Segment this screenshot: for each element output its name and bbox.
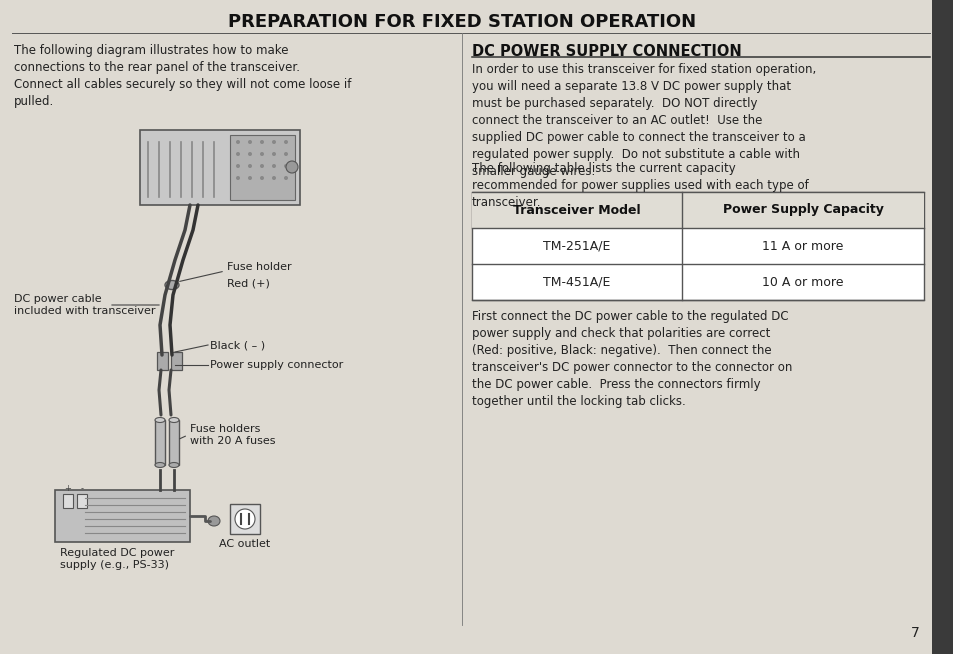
Text: Power supply connector: Power supply connector <box>210 360 343 370</box>
Text: Fuse holder: Fuse holder <box>227 262 292 272</box>
Text: Red (+): Red (+) <box>227 278 270 288</box>
Text: +: + <box>65 484 71 493</box>
Circle shape <box>260 164 264 168</box>
Circle shape <box>234 509 254 529</box>
Bar <box>169 420 179 465</box>
Bar <box>931 0 953 654</box>
Circle shape <box>272 176 275 180</box>
Bar <box>63 494 73 508</box>
Text: In order to use this transceiver for fixed station operation,
you will need a se: In order to use this transceiver for fix… <box>472 63 816 178</box>
Ellipse shape <box>208 516 220 526</box>
Text: TM-251A/E: TM-251A/E <box>543 239 610 252</box>
Bar <box>472 192 923 300</box>
Text: First connect the DC power cable to the regulated DC
power supply and check that: First connect the DC power cable to the … <box>472 310 792 408</box>
Circle shape <box>235 164 240 168</box>
Bar <box>472 192 923 228</box>
Circle shape <box>284 176 288 180</box>
Ellipse shape <box>165 281 179 290</box>
Circle shape <box>260 152 264 156</box>
Circle shape <box>284 152 288 156</box>
Text: Fuse holders
with 20 A fuses: Fuse holders with 20 A fuses <box>190 424 275 446</box>
Text: 11 A or more: 11 A or more <box>761 239 842 252</box>
Text: DC power cable
included with transceiver: DC power cable included with transceiver <box>14 294 155 316</box>
Circle shape <box>284 140 288 144</box>
Circle shape <box>248 152 252 156</box>
Circle shape <box>260 140 264 144</box>
Circle shape <box>272 140 275 144</box>
Circle shape <box>286 161 297 173</box>
Text: TM-451A/E: TM-451A/E <box>543 275 610 288</box>
Ellipse shape <box>154 462 165 468</box>
Bar <box>55 490 190 542</box>
Text: 10 A or more: 10 A or more <box>761 275 842 288</box>
Bar <box>140 130 299 205</box>
Ellipse shape <box>154 417 165 422</box>
Circle shape <box>260 176 264 180</box>
Text: The following diagram illustrates how to make
connections to the rear panel of t: The following diagram illustrates how to… <box>14 44 351 108</box>
Text: DC POWER SUPPLY CONNECTION: DC POWER SUPPLY CONNECTION <box>472 44 741 59</box>
Text: The following table lists the current capacity
recommended for power supplies us: The following table lists the current ca… <box>472 162 808 209</box>
Bar <box>157 352 168 370</box>
Circle shape <box>272 164 275 168</box>
Circle shape <box>248 176 252 180</box>
Circle shape <box>248 164 252 168</box>
Text: Transceiver Model: Transceiver Model <box>513 203 640 216</box>
Text: Regulated DC power
supply (e.g., PS-33): Regulated DC power supply (e.g., PS-33) <box>60 548 174 570</box>
Circle shape <box>235 176 240 180</box>
Text: 7: 7 <box>910 626 919 640</box>
Circle shape <box>272 152 275 156</box>
Bar <box>154 420 165 465</box>
Circle shape <box>235 152 240 156</box>
Text: PREPARATION FOR FIXED STATION OPERATION: PREPARATION FOR FIXED STATION OPERATION <box>228 13 696 31</box>
Bar <box>171 352 182 370</box>
Text: Black ( – ): Black ( – ) <box>210 340 265 350</box>
Circle shape <box>248 140 252 144</box>
Text: AC outlet: AC outlet <box>219 539 271 549</box>
Bar <box>230 135 294 200</box>
Ellipse shape <box>169 417 179 422</box>
Text: -: - <box>80 484 84 493</box>
Ellipse shape <box>169 462 179 468</box>
Bar <box>77 494 87 508</box>
Text: Power Supply Capacity: Power Supply Capacity <box>721 203 882 216</box>
Circle shape <box>235 140 240 144</box>
Circle shape <box>284 164 288 168</box>
Bar <box>230 504 260 534</box>
